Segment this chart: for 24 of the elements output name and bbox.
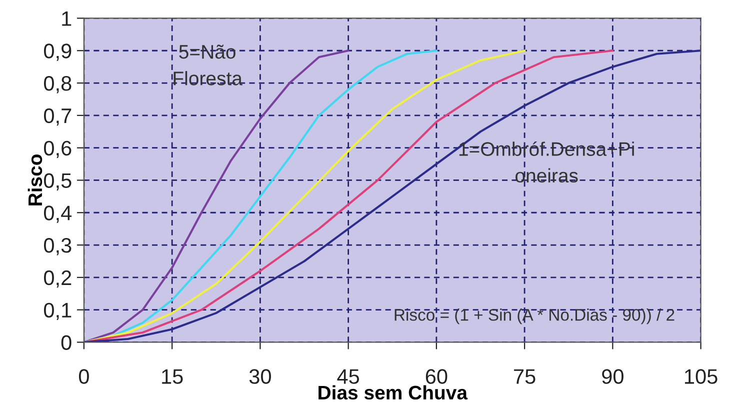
x-tick-label: 30	[249, 369, 271, 384]
y-tick-label: 0,3	[44, 238, 72, 256]
x-tick-label: 60	[426, 369, 448, 384]
x-tick-label: 0	[78, 369, 89, 384]
y-axis-title: Risco	[28, 154, 42, 206]
x-tick-label: 45	[337, 369, 360, 384]
annotation: 5=Não Floresta	[174, 44, 242, 86]
y-tick-label: 0	[61, 335, 72, 350]
y-tick-label: 0,9	[44, 44, 72, 61]
x-tick-label: 90	[602, 369, 624, 384]
x-tick-label: 75	[514, 369, 536, 384]
x-tick-label: 15	[162, 369, 183, 384]
x-axis-title: Dias sem Chuva	[318, 385, 468, 400]
y-tick-label: 0,7	[44, 108, 72, 126]
x-tick-label: 105	[685, 369, 718, 384]
y-tick-label: 0,6	[44, 140, 72, 158]
y-tick-label: 0,5	[44, 173, 72, 190]
y-tick-label: 1	[62, 11, 72, 26]
y-tick-label: 0,8	[44, 76, 72, 94]
y-tick-label: 0,4	[44, 206, 72, 223]
annotation: Risco = (1 + Sin (A * No.Dias - 90)) / 2	[394, 308, 674, 324]
annotation: 1=Ombróf.Densa+Pi oneiras	[459, 141, 634, 183]
y-tick-label: 0,1	[44, 302, 72, 320]
y-tick-label: 0,2	[44, 270, 72, 288]
